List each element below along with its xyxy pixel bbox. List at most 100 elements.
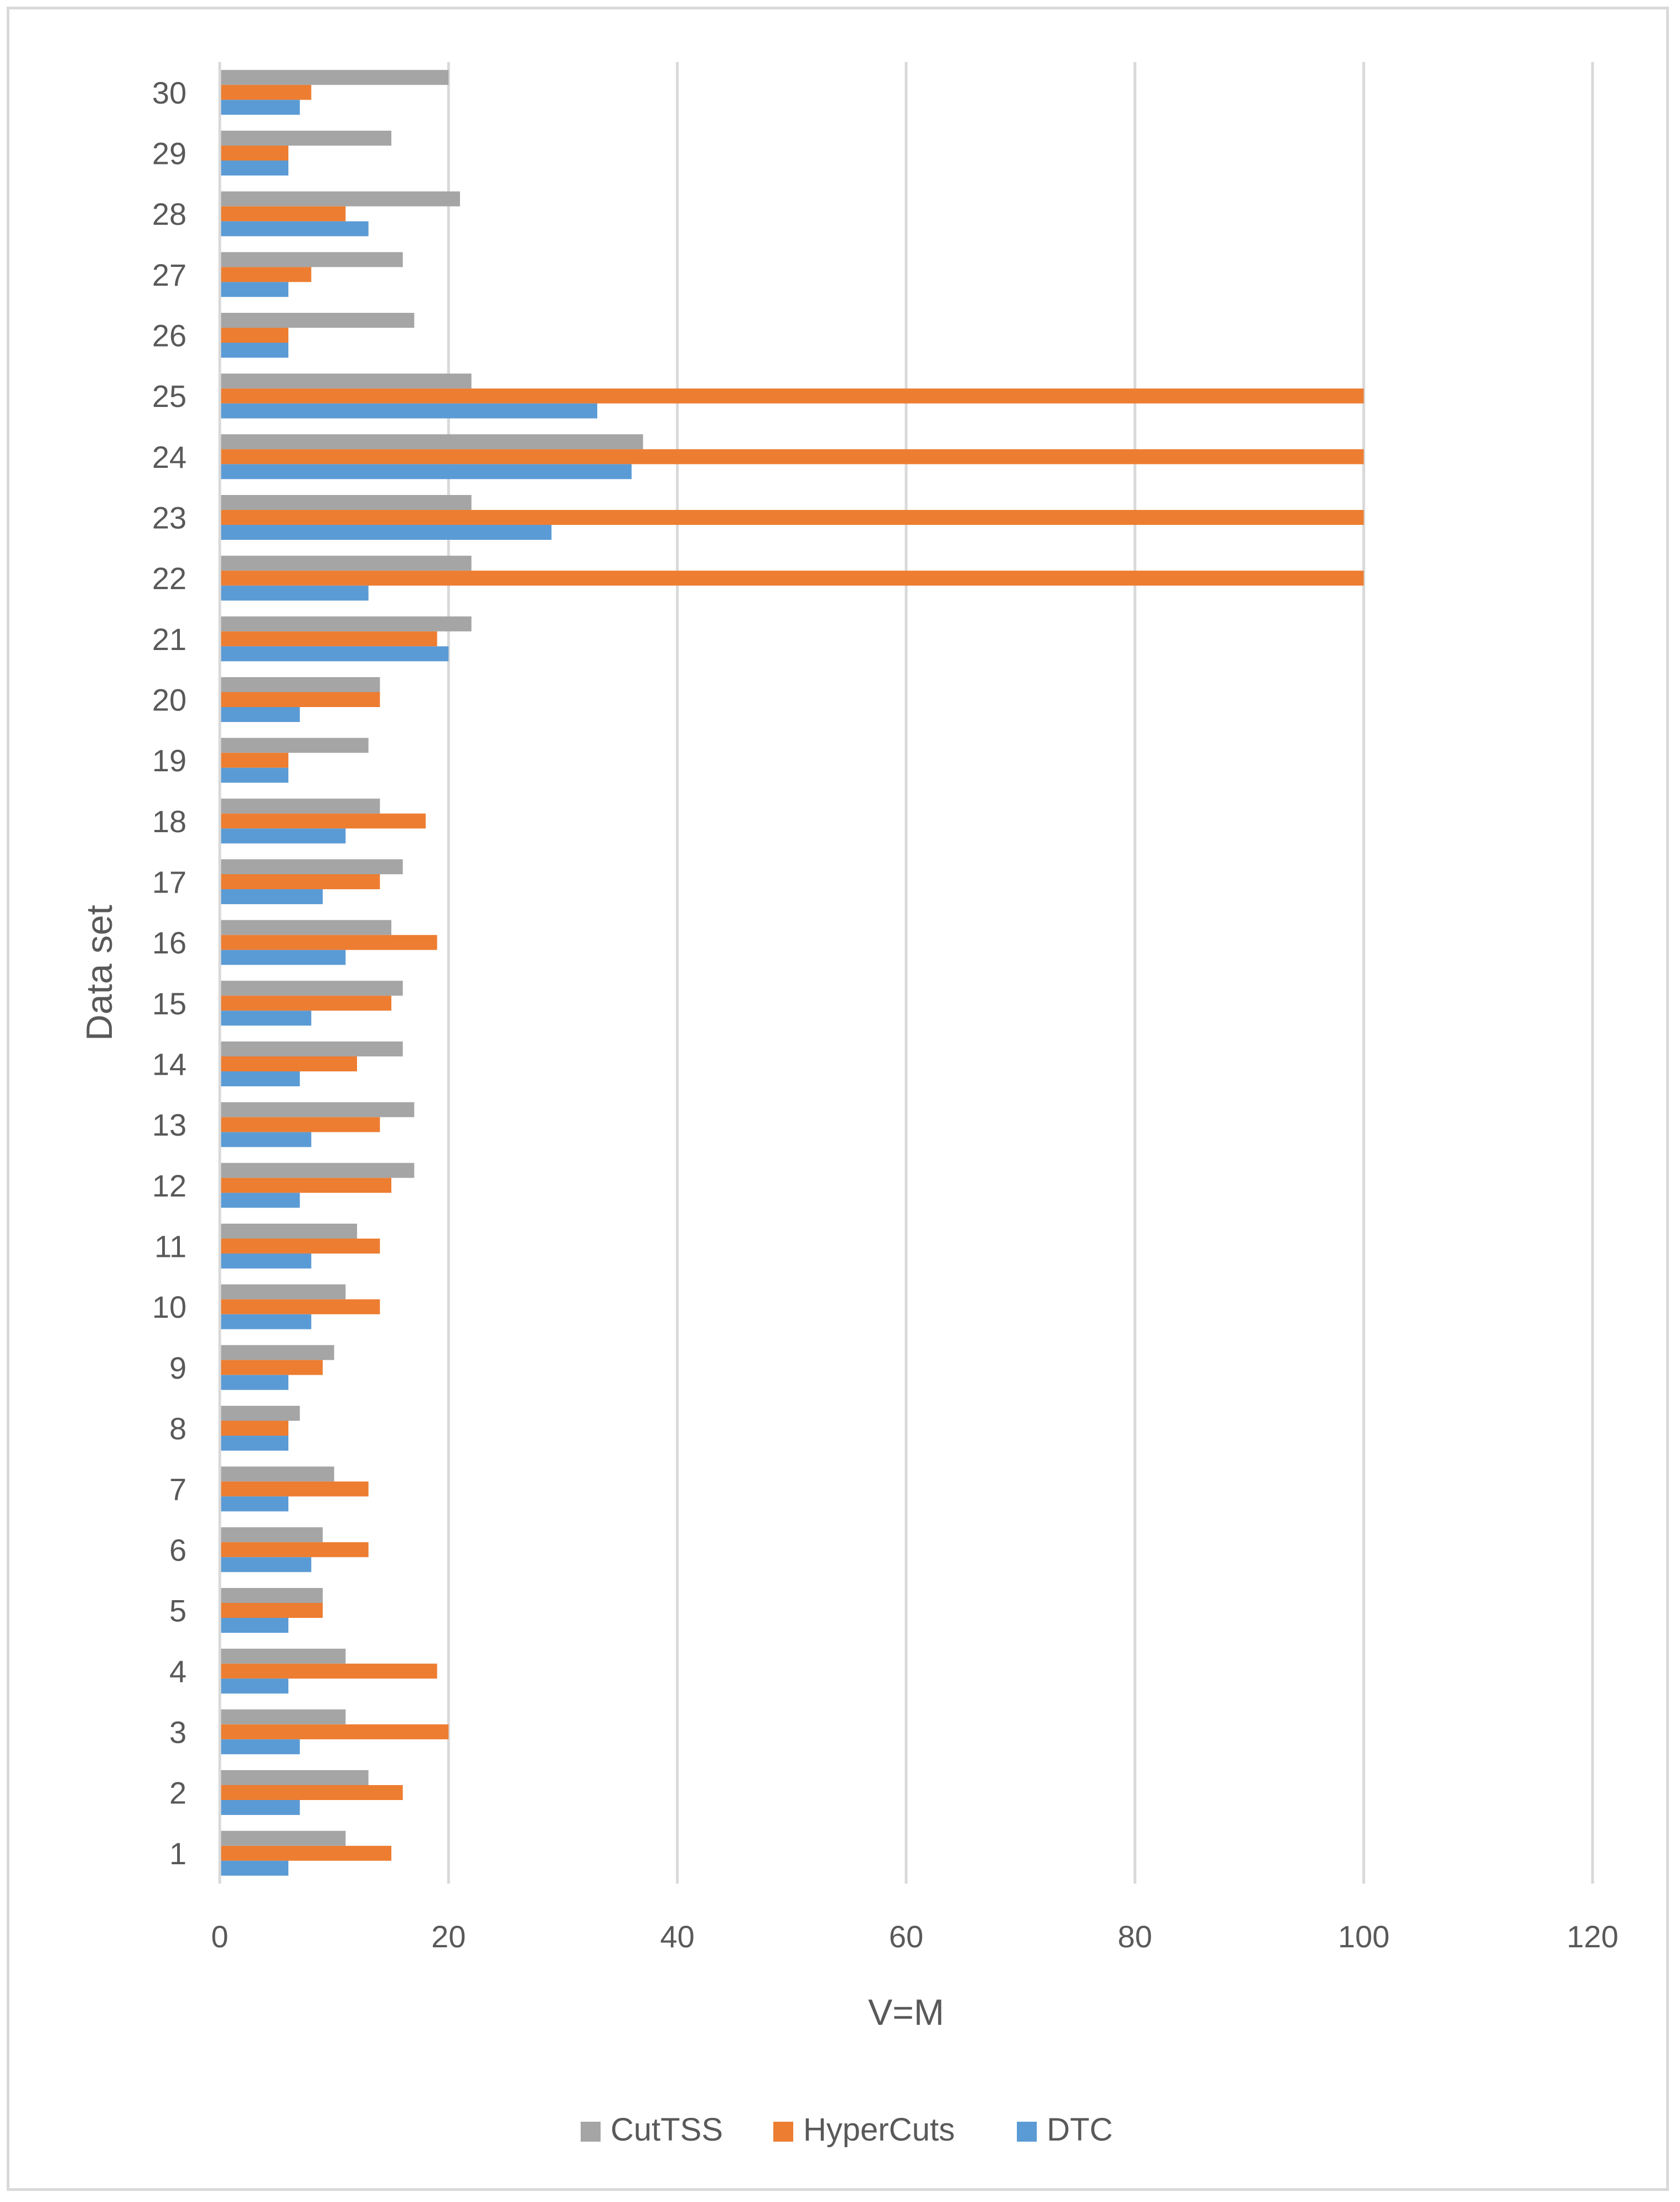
bar-dtc-14 [220, 1071, 300, 1086]
bar-dtc-5 [220, 1618, 288, 1633]
bar-dtc-29 [220, 161, 288, 176]
bar-dtc-28 [220, 221, 369, 236]
y-tick-label-19: 19 [152, 743, 187, 778]
bar-hypercuts-1 [220, 1845, 391, 1861]
y-tick-label-3: 3 [169, 1715, 187, 1750]
bar-dtc-20 [220, 707, 300, 722]
bar-dtc-3 [220, 1739, 300, 1755]
bar-hypercuts-27 [220, 267, 312, 282]
x-tick-label-20: 20 [431, 1919, 466, 1954]
legend-label-hypercuts: HyperCuts [803, 2112, 955, 2148]
bar-chart: 1234567891011121314151617181920212223242… [79, 62, 1619, 2148]
bar-dtc-4 [220, 1678, 288, 1694]
y-tick-label-23: 23 [152, 501, 187, 535]
legend-swatch-hypercuts [773, 2122, 793, 2142]
bar-cuttss-28 [220, 191, 460, 207]
bar-hypercuts-14 [220, 1056, 357, 1071]
bar-hypercuts-3 [220, 1724, 449, 1740]
bar-hypercuts-10 [220, 1299, 380, 1314]
bar-cuttss-10 [220, 1284, 346, 1299]
x-axis-title: V=M [868, 1992, 944, 2033]
x-tick-label-40: 40 [660, 1919, 695, 1954]
bar-cuttss-20 [220, 677, 380, 692]
y-tick-label-2: 2 [169, 1776, 187, 1811]
y-tick-label-15: 15 [152, 986, 187, 1021]
y-tick-label-25: 25 [152, 379, 187, 414]
bar-cuttss-1 [220, 1830, 346, 1846]
bar-cuttss-21 [220, 616, 472, 632]
legend-label-cuttss: CutTSS [611, 2112, 723, 2148]
bar-cuttss-13 [220, 1102, 415, 1117]
bar-hypercuts-26 [220, 328, 288, 343]
bar-dtc-11 [220, 1254, 312, 1268]
bar-cuttss-17 [220, 859, 403, 874]
bar-hypercuts-25 [220, 388, 1364, 404]
bar-dtc-12 [220, 1193, 300, 1208]
bar-cuttss-30 [220, 70, 449, 85]
y-tick-label-12: 12 [152, 1168, 187, 1203]
bar-dtc-24 [220, 464, 632, 479]
bar-hypercuts-21 [220, 631, 437, 647]
bar-hypercuts-20 [220, 692, 380, 707]
bar-hypercuts-6 [220, 1542, 369, 1558]
x-tick-label-120: 120 [1567, 1919, 1618, 1954]
bar-hypercuts-28 [220, 206, 346, 221]
chart-frame: 1 2 3 4 5 6 7 8 9 10 11 12 13 14 15 16 17 18 19 20 21 22 23 24 2… [7, 7, 1669, 2191]
y-tick-label-6: 6 [169, 1533, 187, 1567]
y-tick-label-17: 17 [152, 865, 187, 900]
bar-cuttss-15 [220, 981, 403, 996]
y-tick-label-16: 16 [152, 925, 187, 960]
bar-cuttss-12 [220, 1163, 415, 1178]
y-tick-label-28: 28 [152, 197, 187, 231]
bar-cuttss-5 [220, 1588, 323, 1603]
y-tick-label-27: 27 [152, 257, 187, 292]
bar-dtc-16 [220, 950, 346, 965]
bar-cuttss-2 [220, 1770, 369, 1785]
bar-dtc-23 [220, 525, 552, 540]
bar-dtc-2 [220, 1800, 300, 1815]
legend: CutTSS HyperCuts DTC [581, 2112, 1113, 2148]
y-tick-label-22: 22 [152, 561, 187, 596]
x-tick-label-60: 60 [889, 1919, 923, 1954]
bar-hypercuts-24 [220, 449, 1364, 465]
y-axis-title: Data set [79, 905, 120, 1041]
bar-cuttss-16 [220, 920, 391, 935]
bar-cuttss-8 [220, 1406, 300, 1421]
bar-cuttss-27 [220, 252, 403, 267]
bar-cuttss-18 [220, 798, 380, 814]
bar-dtc-17 [220, 889, 323, 904]
y-tick-label-18: 18 [152, 804, 187, 839]
bar-hypercuts-16 [220, 935, 437, 950]
bar-dtc-9 [220, 1375, 288, 1390]
bar-dtc-25 [220, 403, 597, 419]
bar-hypercuts-11 [220, 1239, 380, 1254]
bar-dtc-18 [220, 828, 346, 844]
bar-dtc-10 [220, 1314, 312, 1329]
bars [220, 70, 1364, 1876]
y-tick-label-11: 11 [154, 1229, 187, 1264]
bar-cuttss-14 [220, 1041, 403, 1056]
bar-hypercuts-29 [220, 146, 288, 161]
bar-hypercuts-19 [220, 752, 288, 768]
y-tick-label-9: 9 [169, 1350, 187, 1385]
x-tick-label-0: 0 [211, 1919, 228, 1954]
bar-cuttss-29 [220, 131, 391, 146]
bar-dtc-19 [220, 767, 288, 783]
gridlines [447, 62, 1594, 1884]
bar-hypercuts-13 [220, 1117, 380, 1132]
bar-cuttss-11 [220, 1224, 357, 1239]
y-tick-label-5: 5 [169, 1594, 187, 1628]
bar-cuttss-7 [220, 1466, 334, 1482]
y-tick-label-8: 8 [169, 1411, 187, 1446]
y-tick-label-21: 21 [152, 622, 187, 657]
bar-dtc-21 [220, 646, 449, 662]
bar-dtc-6 [220, 1557, 312, 1572]
bar-cuttss-6 [220, 1527, 323, 1543]
x-tick-labels: 0 20 40 60 80 100 120 [211, 1919, 1618, 1954]
y-tick-label-4: 4 [169, 1654, 187, 1689]
bar-dtc-13 [220, 1132, 312, 1147]
x-tick-label-80: 80 [1118, 1919, 1152, 1954]
bar-hypercuts-2 [220, 1785, 403, 1800]
bar-cuttss-24 [220, 434, 643, 450]
bar-hypercuts-17 [220, 874, 380, 889]
